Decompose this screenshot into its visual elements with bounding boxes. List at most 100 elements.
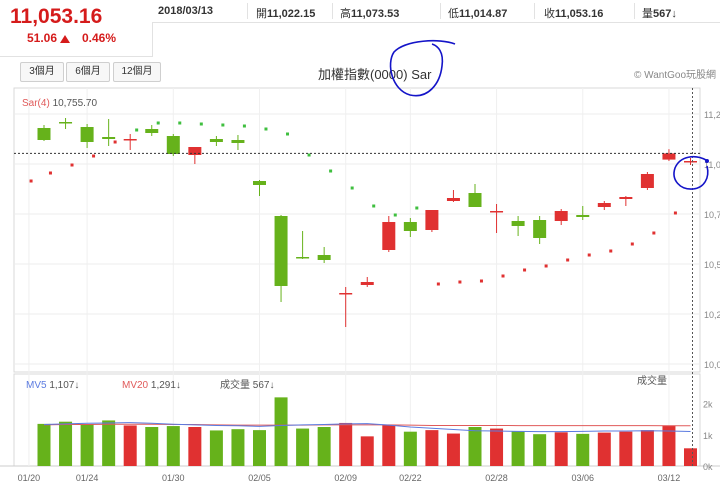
candle-body <box>123 139 137 141</box>
sar-legend: Sar(4) 10,755.70 <box>22 98 97 109</box>
volume-bar <box>231 429 245 466</box>
candle-body <box>166 136 180 154</box>
sar-point <box>501 274 505 278</box>
sar-point <box>350 186 354 190</box>
sar-point <box>92 154 96 158</box>
price-change-percent: 0.46% <box>82 31 117 45</box>
volume-bar <box>382 424 396 466</box>
volume-tick-label: 0k <box>703 462 713 472</box>
candle-body <box>317 255 331 260</box>
volume-bar <box>533 434 547 466</box>
annotation-dot <box>705 159 709 163</box>
volume-bar <box>425 430 439 466</box>
sar-point <box>523 268 527 272</box>
volume-bar <box>339 422 353 466</box>
mv20-line <box>43 423 691 427</box>
candle-body <box>37 128 51 140</box>
sar-point <box>135 128 139 132</box>
volume-bar <box>253 430 266 466</box>
volume-bar <box>360 436 374 466</box>
x-tick-label: 01/30 <box>162 473 185 483</box>
sar-point <box>48 171 52 175</box>
volume-bar <box>640 430 654 466</box>
range-12-months-button[interactable]: 12個月 <box>113 62 161 82</box>
sar-point <box>587 253 591 257</box>
candle-body <box>490 211 504 213</box>
sar-point <box>566 258 570 262</box>
sar-point <box>199 122 203 126</box>
volume-bar <box>209 430 223 466</box>
volume-bar <box>662 425 676 466</box>
sar-point <box>307 153 311 157</box>
volume-tick-label: 2k <box>703 400 713 410</box>
sar-point <box>113 140 117 144</box>
sar-point <box>178 121 182 125</box>
candle-body <box>231 140 245 143</box>
volume-bar <box>274 397 288 466</box>
candle-body <box>640 174 654 188</box>
sar-point <box>673 211 677 215</box>
sar-point <box>221 123 225 127</box>
y-tick-label: 11,00 <box>704 160 720 170</box>
mv5-legend: MV5 1,107↓ <box>26 380 79 391</box>
candle-body <box>253 181 266 185</box>
volume-bar <box>102 420 116 466</box>
candle-body <box>597 203 611 207</box>
candle-body <box>662 153 676 160</box>
range-3-months-button[interactable]: 3個月 <box>20 62 64 82</box>
candle-body <box>446 198 460 201</box>
candle-body <box>59 122 73 124</box>
up-arrow-icon <box>60 35 70 43</box>
y-tick-label: 11,25 <box>704 110 720 120</box>
ohlc-low: 低11,014.87 <box>448 8 508 20</box>
volume-bar <box>145 427 159 466</box>
sar-point <box>286 132 290 136</box>
candle-body <box>360 282 374 285</box>
ohlc-date: 2018/03/13 <box>158 5 214 17</box>
annotation-circle <box>673 155 709 190</box>
volume-bar <box>490 428 504 466</box>
sar-point <box>242 124 246 128</box>
sar-point <box>393 213 397 217</box>
candle-body <box>339 293 353 295</box>
candle-body <box>684 161 697 163</box>
y-tick-label: 10,50 <box>704 260 720 270</box>
candle-body <box>274 216 288 286</box>
price-panel-frame <box>13 87 701 373</box>
x-tick-label: 01/24 <box>76 473 99 483</box>
candle-body <box>468 193 482 207</box>
volume-panel-frame <box>13 373 701 467</box>
y-tick-label: 10,25 <box>704 310 720 320</box>
volume-bar <box>123 425 137 466</box>
volume-bar <box>296 428 310 466</box>
sar-point <box>329 169 333 173</box>
ohlc-close: 收11,053.16 <box>544 8 604 20</box>
volume-legend: 成交量 567↓ <box>220 378 274 391</box>
sar-point <box>436 282 440 286</box>
ohlc-bar: 2018/03/13 開11,022.15 高11,073.53 低11,014… <box>152 0 720 23</box>
volume-bar <box>317 427 331 466</box>
brand-watermark: © WantGoo玩股網 <box>634 70 717 81</box>
sar-point <box>372 204 376 208</box>
candle-body <box>425 210 439 230</box>
sar-point <box>609 249 613 253</box>
x-tick-label: 02/09 <box>334 473 357 483</box>
volume-bar <box>684 448 697 466</box>
volume-bar <box>403 431 417 466</box>
candle-body <box>188 147 202 155</box>
candle-body <box>619 197 633 199</box>
candle-body <box>209 139 223 142</box>
candle-body <box>511 221 525 226</box>
sar-point <box>458 280 462 284</box>
volume-bar <box>554 432 568 466</box>
candle-body <box>533 220 547 238</box>
candle-body <box>382 222 396 250</box>
sar-point <box>652 231 656 235</box>
x-tick-label: 03/06 <box>571 473 594 483</box>
chart-title: 加權指數(0000) Sar <box>318 67 432 82</box>
candle-body <box>296 257 310 259</box>
range-6-months-button[interactable]: 6個月 <box>66 62 110 82</box>
ohlc-open: 開11,022.15 <box>256 8 316 20</box>
y-tick-label: 10,75 <box>704 210 720 220</box>
